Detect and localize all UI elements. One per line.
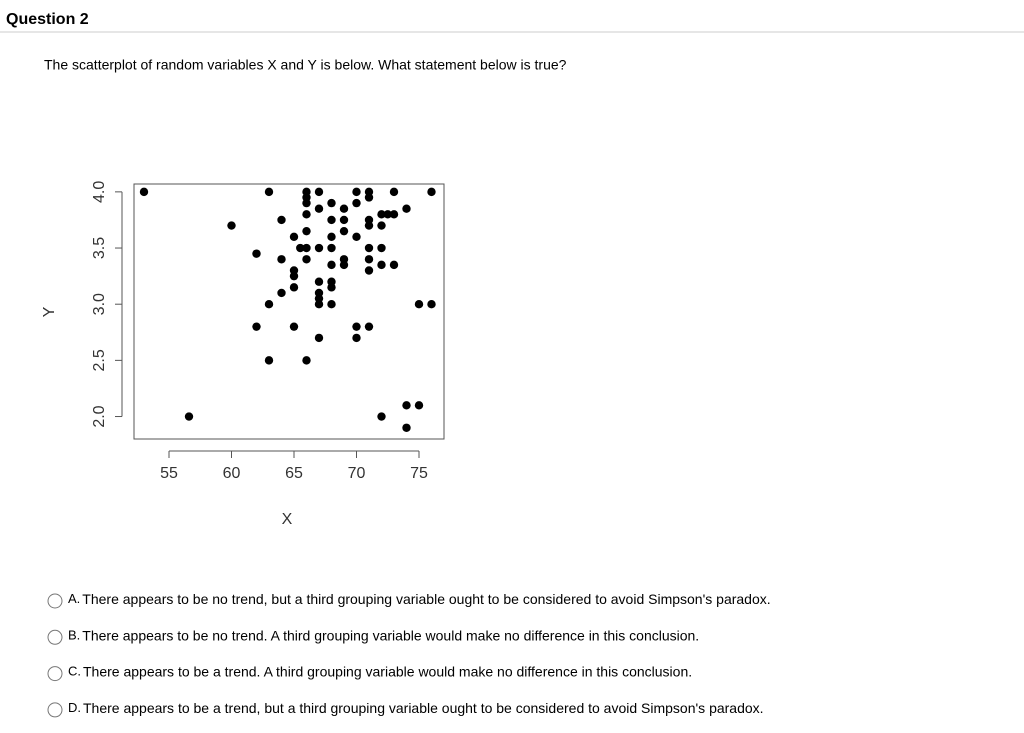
data-point: [327, 283, 336, 292]
radio-button[interactable]: [47, 666, 63, 682]
data-point: [339, 204, 349, 213]
data-point: [364, 266, 374, 275]
radio-button[interactable]: [47, 629, 63, 645]
data-point: [364, 221, 374, 230]
data-point: [364, 193, 374, 202]
data-point: [377, 210, 386, 219]
data-point: [402, 423, 411, 432]
data-point: [414, 299, 424, 309]
data-point: [327, 299, 336, 309]
data-point: [352, 187, 361, 197]
data-point: [402, 401, 411, 410]
data-point: [427, 187, 436, 197]
data-point: [289, 271, 299, 281]
data-point: [289, 322, 299, 331]
data-point: [314, 299, 324, 309]
data-point: [339, 226, 349, 236]
data-point: [327, 260, 336, 270]
data-point: [252, 249, 261, 258]
data-point: [302, 198, 311, 208]
question-title: Question 2: [6, 11, 89, 28]
data-point: [364, 243, 374, 253]
data-point: [277, 288, 286, 298]
option-label[interactable]: C. There appears to be a trend. A third g…: [68, 663, 692, 679]
data-point: [389, 260, 399, 270]
option-text: There appears to be a trend, but a third…: [83, 700, 764, 716]
x-tick-label: 70: [348, 465, 366, 482]
data-point: [364, 322, 374, 331]
data-point: [289, 283, 299, 292]
data-point: [277, 215, 286, 225]
x-tick-label: 60: [223, 465, 241, 482]
y-tick-label: 2.0: [91, 405, 108, 427]
data-point: [314, 277, 324, 286]
data-point: [352, 198, 361, 208]
data-point: [302, 226, 311, 236]
y-tick-label: 2.5: [91, 349, 108, 371]
data-point: [264, 187, 274, 197]
data-point: [314, 333, 324, 343]
data-point: [383, 210, 392, 219]
option-text: There appears to be a trend. A third gro…: [83, 663, 692, 679]
data-point: [314, 243, 324, 253]
data-point: [389, 187, 399, 197]
plot-frame: [133, 183, 445, 440]
data-point: [139, 187, 149, 197]
data-point: [339, 260, 349, 270]
data-point: [296, 243, 305, 253]
data-point: [302, 210, 311, 219]
data-point: [402, 204, 411, 213]
data-point: [352, 333, 361, 343]
data-point: [327, 243, 336, 253]
data-point: [314, 204, 324, 213]
data-point: [289, 232, 299, 241]
radio-button[interactable]: [47, 702, 63, 718]
y-tick-label: 3.5: [91, 237, 108, 259]
data-point: [302, 356, 311, 365]
x-tick-label: 75: [410, 465, 428, 482]
data-point: [352, 232, 361, 241]
data-point: [377, 260, 386, 270]
data-point: [389, 210, 399, 219]
data-point: [184, 412, 194, 421]
data-point: [427, 299, 436, 309]
data-point: [277, 255, 286, 264]
data-point: [327, 215, 336, 225]
option-label[interactable]: B. There appears to be no trend. A third …: [68, 627, 699, 643]
data-point: [302, 243, 311, 253]
option-text: There appears to be no trend. A third gr…: [82, 627, 699, 643]
data-point: [252, 322, 261, 331]
data-point: [377, 412, 386, 421]
data-point: [227, 221, 236, 230]
question-prompt: The scatterplot of random variables X an…: [44, 57, 567, 73]
data-point: [314, 187, 324, 197]
data-point: [352, 322, 361, 331]
option-label[interactable]: A. There appears to be no trend, but a th…: [68, 591, 771, 607]
x-axis-label: X: [282, 511, 293, 528]
option-label[interactable]: D. There appears to be a trend, but a thi…: [68, 700, 764, 716]
option-letter: C.: [68, 664, 81, 679]
option-letter: B.: [68, 628, 80, 643]
data-point: [377, 221, 386, 230]
data-point: [339, 215, 349, 225]
y-tick-label: 4.0: [91, 181, 108, 203]
x-tick-label: 55: [160, 465, 178, 482]
data-point: [264, 356, 274, 365]
data-point: [414, 401, 424, 410]
data-point: [364, 255, 374, 264]
y-axis-label: Y: [41, 306, 58, 317]
option-text: There appears to be no trend, but a thir…: [82, 591, 770, 607]
option-letter: D.: [68, 700, 81, 715]
y-tick-label: 3.0: [91, 293, 108, 315]
x-tick-label: 65: [285, 465, 303, 482]
data-point: [377, 243, 386, 253]
data-point: [327, 232, 336, 241]
data-point: [327, 198, 336, 208]
option-letter: A.: [68, 591, 80, 606]
radio-button[interactable]: [47, 593, 63, 609]
data-point: [302, 255, 311, 264]
data-point: [264, 299, 274, 309]
